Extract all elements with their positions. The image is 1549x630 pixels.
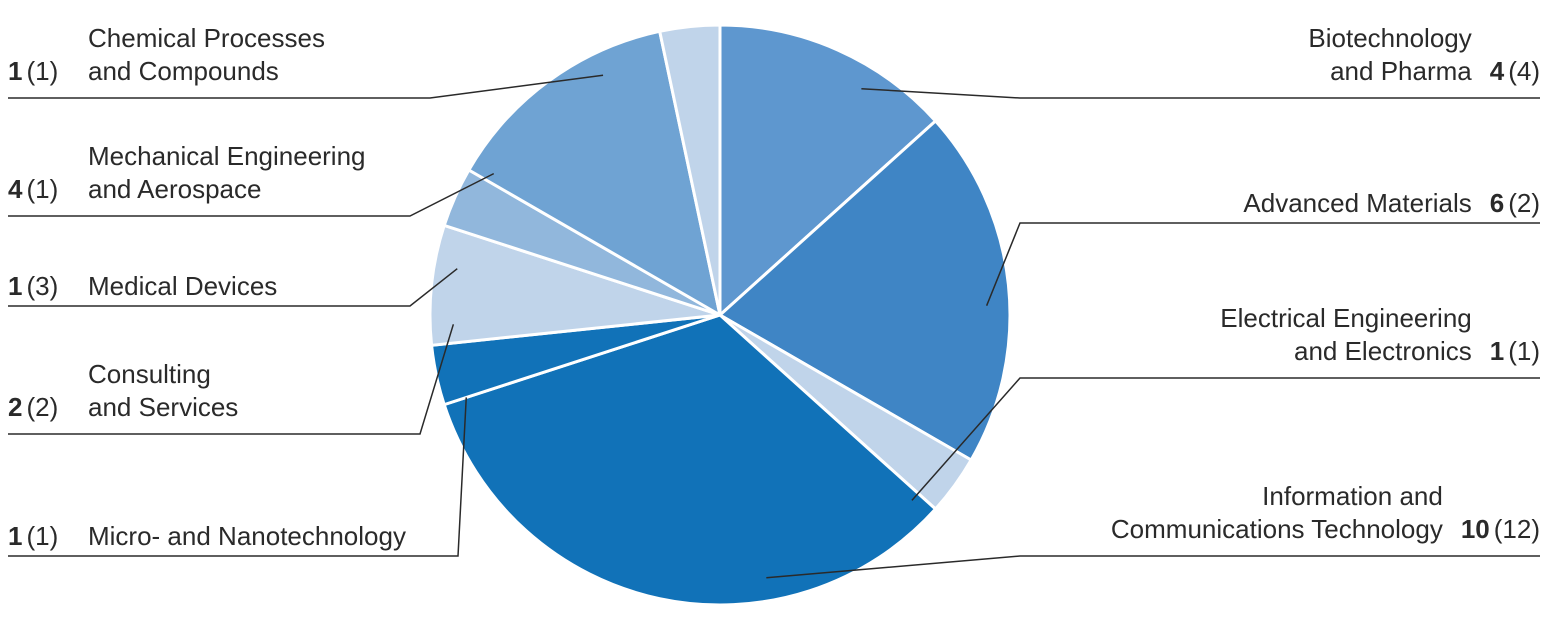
- label-biotech: Biotechnologyand Pharma 4(4): [1308, 22, 1540, 87]
- label-text: Medical Devices: [88, 270, 277, 303]
- label-text: Advanced Materials: [1243, 187, 1471, 220]
- primary-value: 1: [8, 270, 22, 303]
- leader-biotech: [861, 89, 1540, 98]
- label-text: and Services: [88, 391, 238, 424]
- primary-value: 1: [8, 520, 22, 553]
- secondary-value: (1): [26, 55, 58, 88]
- primary-value: 4: [8, 173, 22, 206]
- primary-value: 4: [1490, 55, 1504, 88]
- label-text: and Pharma: [1308, 55, 1471, 88]
- label-text: Chemical Processes: [88, 22, 325, 55]
- primary-value: 6: [1490, 187, 1504, 220]
- secondary-value: (12): [1494, 513, 1540, 546]
- primary-value: 10: [1461, 513, 1490, 546]
- label-mech: 4(1) Mechanical Engineeringand Aerospace: [8, 140, 366, 205]
- label-text: Consulting: [88, 358, 238, 391]
- secondary-value: (2): [26, 391, 58, 424]
- leader-advmat: [987, 223, 1540, 306]
- label-text: Electrical Engineering: [1220, 302, 1471, 335]
- label-chem: 1(1) Chemical Processesand Compounds: [8, 22, 325, 87]
- secondary-value: (4): [1508, 55, 1540, 88]
- secondary-value: (1): [26, 173, 58, 206]
- label-micro: 1(1) Micro- and Nanotechnology: [8, 520, 406, 553]
- leader-ict: [766, 556, 1540, 578]
- primary-value: 1: [1490, 335, 1504, 368]
- primary-value: 2: [8, 391, 22, 424]
- label-ict: Information andCommunications Technology…: [1111, 480, 1540, 545]
- label-ee: Electrical Engineeringand Electronics 1(1…: [1220, 302, 1540, 367]
- secondary-value: (3): [26, 270, 58, 303]
- label-text: Mechanical Engineering: [88, 140, 366, 173]
- secondary-value: (2): [1508, 187, 1540, 220]
- label-advmat: Advanced Materials 6(2): [1243, 187, 1540, 220]
- label-text: and Aerospace: [88, 173, 366, 206]
- label-text: Communications Technology: [1111, 513, 1443, 546]
- label-consult: 2(2) Consultingand Services: [8, 358, 238, 423]
- label-meddev: 1(3) Medical Devices: [8, 270, 277, 303]
- secondary-value: (1): [26, 520, 58, 553]
- label-text: and Compounds: [88, 55, 325, 88]
- secondary-value: (1): [1508, 335, 1540, 368]
- label-text: and Electronics: [1220, 335, 1471, 368]
- pie-chart-container: Biotechnologyand Pharma4(4)Advanced Mate…: [0, 0, 1549, 630]
- primary-value: 1: [8, 55, 22, 88]
- label-text: Biotechnology: [1308, 22, 1471, 55]
- label-text: Information and: [1111, 480, 1443, 513]
- label-text: Micro- and Nanotechnology: [88, 520, 406, 553]
